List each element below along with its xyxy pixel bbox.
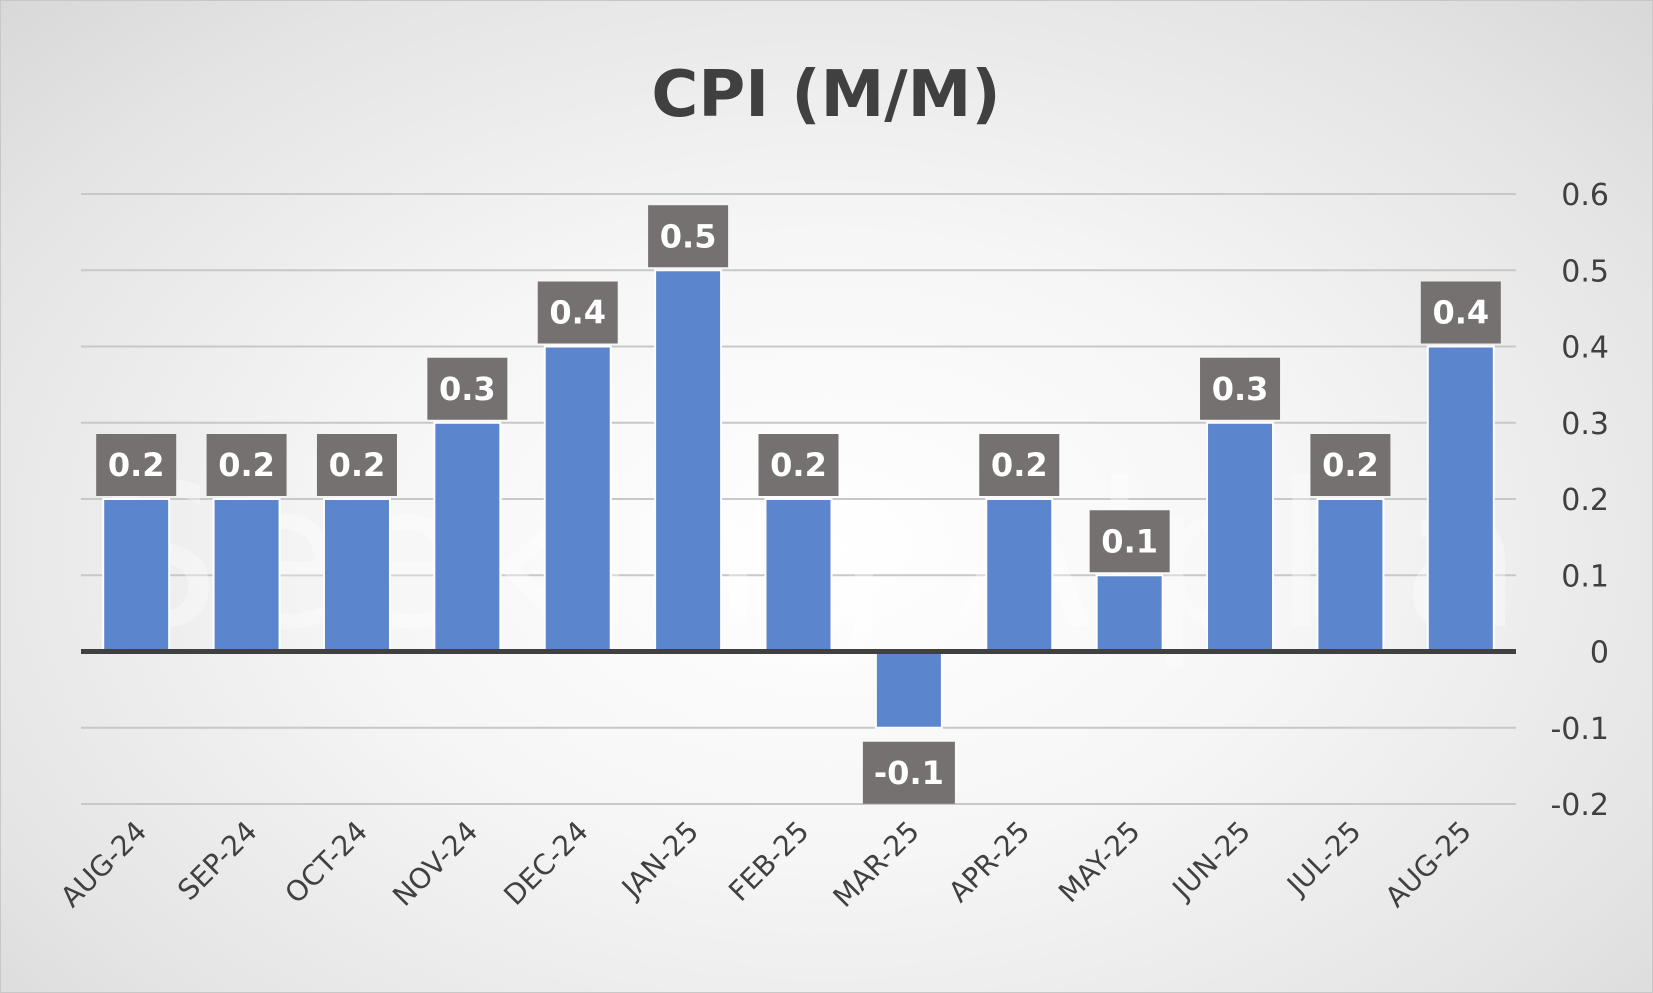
data-label: 0.5 <box>660 217 717 255</box>
category-label: APR-25 <box>942 815 1036 909</box>
y-tick-label: 0.5 <box>1561 254 1609 289</box>
category-label: JUN-25 <box>1165 815 1257 907</box>
y-tick-label: 0.6 <box>1561 178 1609 213</box>
y-tick-label: -0.1 <box>1550 712 1609 747</box>
data-label: 0.4 <box>1432 294 1489 332</box>
category-label: NOV-24 <box>386 815 484 913</box>
data-label-box <box>1089 510 1170 573</box>
bar-jan-25 <box>654 269 723 653</box>
data-label: -0.1 <box>874 754 944 792</box>
category-label: AUG-25 <box>1379 815 1478 914</box>
bar-oct-24 <box>322 498 391 653</box>
data-label: 0.3 <box>1212 370 1269 408</box>
data-label-box <box>862 741 955 804</box>
data-label-box <box>758 434 839 496</box>
y-tick-label: 0.1 <box>1561 559 1609 594</box>
bar-dec-24 <box>543 345 612 653</box>
bar-jun-25 <box>1206 421 1275 653</box>
data-label: 0.2 <box>1322 446 1379 484</box>
bar-may-25 <box>1095 574 1164 653</box>
bar-nov-24 <box>433 421 502 653</box>
bar-mar-25 <box>874 650 943 729</box>
y-tick-label: 0.3 <box>1561 407 1609 442</box>
bars <box>102 269 1495 729</box>
data-label: 0.2 <box>108 446 165 484</box>
data-label-box <box>537 281 618 344</box>
category-label: SEP-24 <box>171 815 263 907</box>
y-axis-ticks: 0.6 0.5 0.4 0.3 0.2 0.1 0 -0.1 -0.2 <box>1550 178 1609 823</box>
data-label: 0.1 <box>1101 522 1158 560</box>
category-label: MAY-25 <box>1052 815 1147 910</box>
data-label-box <box>1310 434 1391 496</box>
y-tick-label: 0.4 <box>1561 331 1609 366</box>
bar-feb-25 <box>764 498 833 653</box>
data-label: 0.2 <box>218 446 275 484</box>
y-tick-label: 0.2 <box>1561 483 1609 518</box>
x-axis-categories: AUG-24 SEP-24 OCT-24 NOV-24 DEC-24 JAN-25 FEB-… <box>54 815 1478 914</box>
category-label: FEB-25 <box>722 815 815 908</box>
data-label: 0.4 <box>549 294 606 332</box>
data-label-box <box>979 434 1060 496</box>
data-label: 0.2 <box>770 446 827 484</box>
data-label-box <box>427 357 508 420</box>
category-label: JAN-25 <box>614 815 705 906</box>
category-label: OCT-24 <box>279 815 374 910</box>
category-label: MAR-25 <box>827 815 926 914</box>
bar-sep-24 <box>212 498 281 653</box>
bar-jul-25 <box>1316 498 1385 653</box>
data-label: 0.2 <box>991 446 1048 484</box>
data-label-box <box>206 434 287 496</box>
bar-aug-25 <box>1426 345 1495 653</box>
category-label: JUL-25 <box>1279 815 1367 903</box>
y-tick-label: -0.2 <box>1550 788 1609 823</box>
bar-apr-25 <box>985 498 1054 653</box>
data-label-box <box>96 434 177 496</box>
data-label-box <box>316 434 397 496</box>
category-label: AUG-24 <box>54 815 153 914</box>
data-label-box <box>1420 281 1501 344</box>
chart-title: CPI (M/M) <box>651 58 1000 132</box>
data-label: 0.2 <box>329 446 386 484</box>
category-label: DEC-24 <box>497 815 594 912</box>
bar-aug-24 <box>102 498 171 653</box>
data-label: 0.3 <box>439 370 496 408</box>
data-label-box <box>1200 357 1281 420</box>
data-label-box <box>648 205 729 268</box>
y-tick-label: 0 <box>1590 636 1609 671</box>
data-labels: 0.2 0.2 0.2 0.3 0.4 0.5 0.2 -0.1 0.2 0.1 0.3 0.2 0.4 <box>96 205 1501 804</box>
